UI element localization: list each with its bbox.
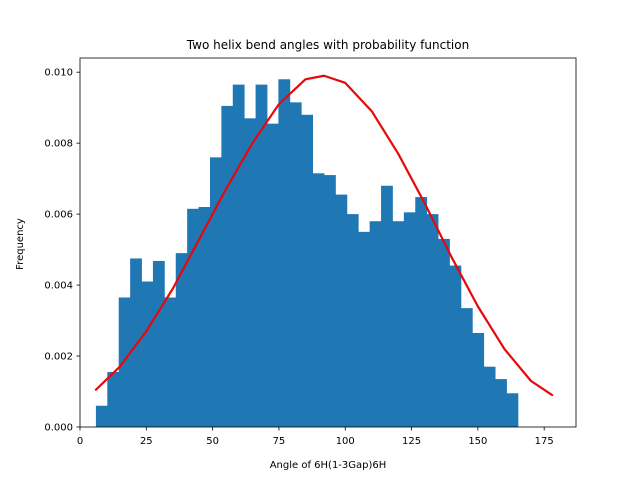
- histogram-bar: [141, 281, 154, 427]
- histogram-bar: [107, 372, 120, 427]
- histogram-bar: [449, 265, 462, 427]
- histogram-bar: [130, 258, 142, 427]
- histogram-bar: [164, 297, 177, 427]
- histogram-bar: [198, 207, 211, 427]
- histogram-bar: [175, 253, 188, 427]
- histogram-bar: [346, 214, 359, 427]
- histogram-bar: [392, 221, 405, 427]
- histogram-bars: [95, 79, 519, 428]
- histogram-bar: [187, 208, 199, 427]
- histogram-bar: [495, 379, 507, 427]
- histogram-bar: [438, 238, 450, 427]
- y-tick-label: 0.010: [44, 68, 73, 79]
- histogram-bar: [312, 173, 325, 427]
- x-tick-label: 100: [336, 436, 355, 447]
- histogram-bar: [324, 175, 336, 427]
- histogram-bar: [152, 260, 165, 427]
- x-tick-label: 25: [140, 436, 153, 447]
- histogram-bar: [255, 84, 268, 427]
- y-tick-label: 0.000: [44, 423, 73, 434]
- y-tick-label: 0.004: [44, 281, 73, 292]
- histogram-bar: [289, 102, 302, 428]
- histogram-bar: [221, 105, 234, 427]
- histogram-bar: [209, 157, 222, 427]
- histogram-bar: [278, 79, 291, 428]
- histogram-bar: [301, 114, 314, 428]
- x-tick-label: 75: [273, 436, 286, 447]
- histogram-bar: [118, 297, 131, 427]
- axes: 0 25 50 75 100 125 150 175 0.000 0.002 0.004 0.006 0…: [44, 57, 577, 447]
- histogram-bar: [506, 393, 519, 427]
- x-tick-label: 125: [402, 436, 421, 447]
- histogram-bar: [358, 231, 371, 427]
- histogram-bar: [415, 197, 428, 427]
- histogram-bar: [244, 118, 256, 427]
- probability-curve: [94, 74, 554, 397]
- x-tick-label: 150: [468, 436, 487, 447]
- plot-frame: [79, 57, 577, 428]
- histogram-bar: [232, 84, 245, 427]
- histogram-bar: [460, 308, 473, 427]
- x-tick-label: 50: [206, 436, 219, 447]
- histogram-bar: [266, 123, 279, 428]
- y-axis-label: Frequency: [15, 218, 26, 270]
- y-tick-label: 0.006: [44, 210, 73, 221]
- x-axis-label: Angle of 6H(1-3Gap)6H: [270, 460, 387, 471]
- x-tick-label: 0: [77, 436, 83, 447]
- histogram-bar: [381, 185, 393, 427]
- y-tick-label: 0.002: [44, 352, 73, 363]
- chart-title: Two helix bend angles with probability f…: [186, 38, 469, 52]
- x-tick-label: 175: [535, 436, 554, 447]
- histogram-bar: [483, 366, 496, 427]
- y-tick-label: 0.008: [44, 139, 73, 150]
- histogram-bar: [472, 332, 485, 427]
- histogram-bar: [369, 221, 382, 427]
- probability-curve-group: [94, 74, 554, 397]
- histogram-bar: [426, 214, 439, 427]
- histogram-bar: [335, 194, 348, 427]
- histogram-bar: [95, 405, 108, 427]
- histogram-bar: [403, 212, 416, 427]
